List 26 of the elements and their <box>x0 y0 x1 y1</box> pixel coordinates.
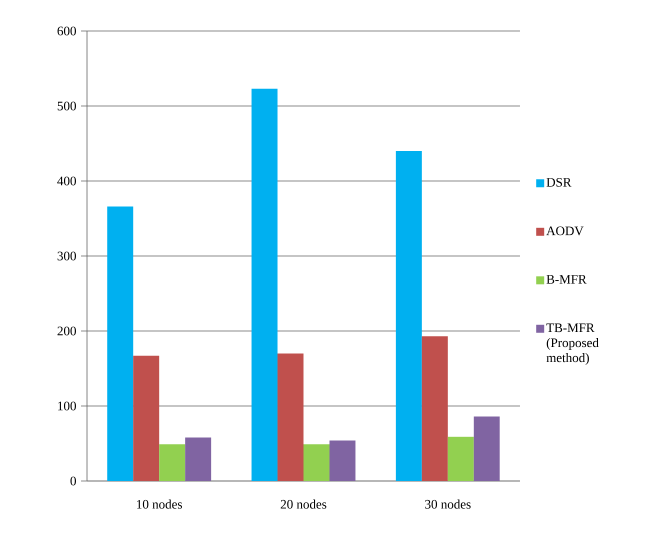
legend-label: DSR <box>546 178 572 187</box>
bar <box>252 88 278 481</box>
bar <box>304 444 330 481</box>
bar <box>396 150 422 481</box>
y-tick-label: 100 <box>58 402 76 410</box>
y-tick-label: 400 <box>57 176 76 186</box>
x-tick-label: 20 nodes <box>280 500 326 509</box>
y-tick-label: 200 <box>58 326 76 336</box>
bar <box>278 353 304 481</box>
bar <box>422 336 448 481</box>
legend-label: TB-MFR (Proposed method) <box>546 324 599 365</box>
legend-label: AODV <box>546 226 584 236</box>
y-tick-label: 500 <box>58 102 76 110</box>
y-tick-label: 0 <box>70 476 76 486</box>
bar <box>133 356 160 481</box>
bar <box>159 444 186 481</box>
bar <box>474 416 500 481</box>
bar <box>107 206 134 481</box>
legend-label: B-MFR <box>546 275 587 284</box>
x-tick-label: 10 nodes <box>137 500 182 509</box>
y-tick-label: 600 <box>58 26 76 36</box>
bar <box>329 440 356 481</box>
y-tick-label: 300 <box>58 252 76 260</box>
bar <box>448 436 474 481</box>
bar <box>185 437 212 481</box>
x-tick-label: 30 nodes <box>425 500 471 509</box>
